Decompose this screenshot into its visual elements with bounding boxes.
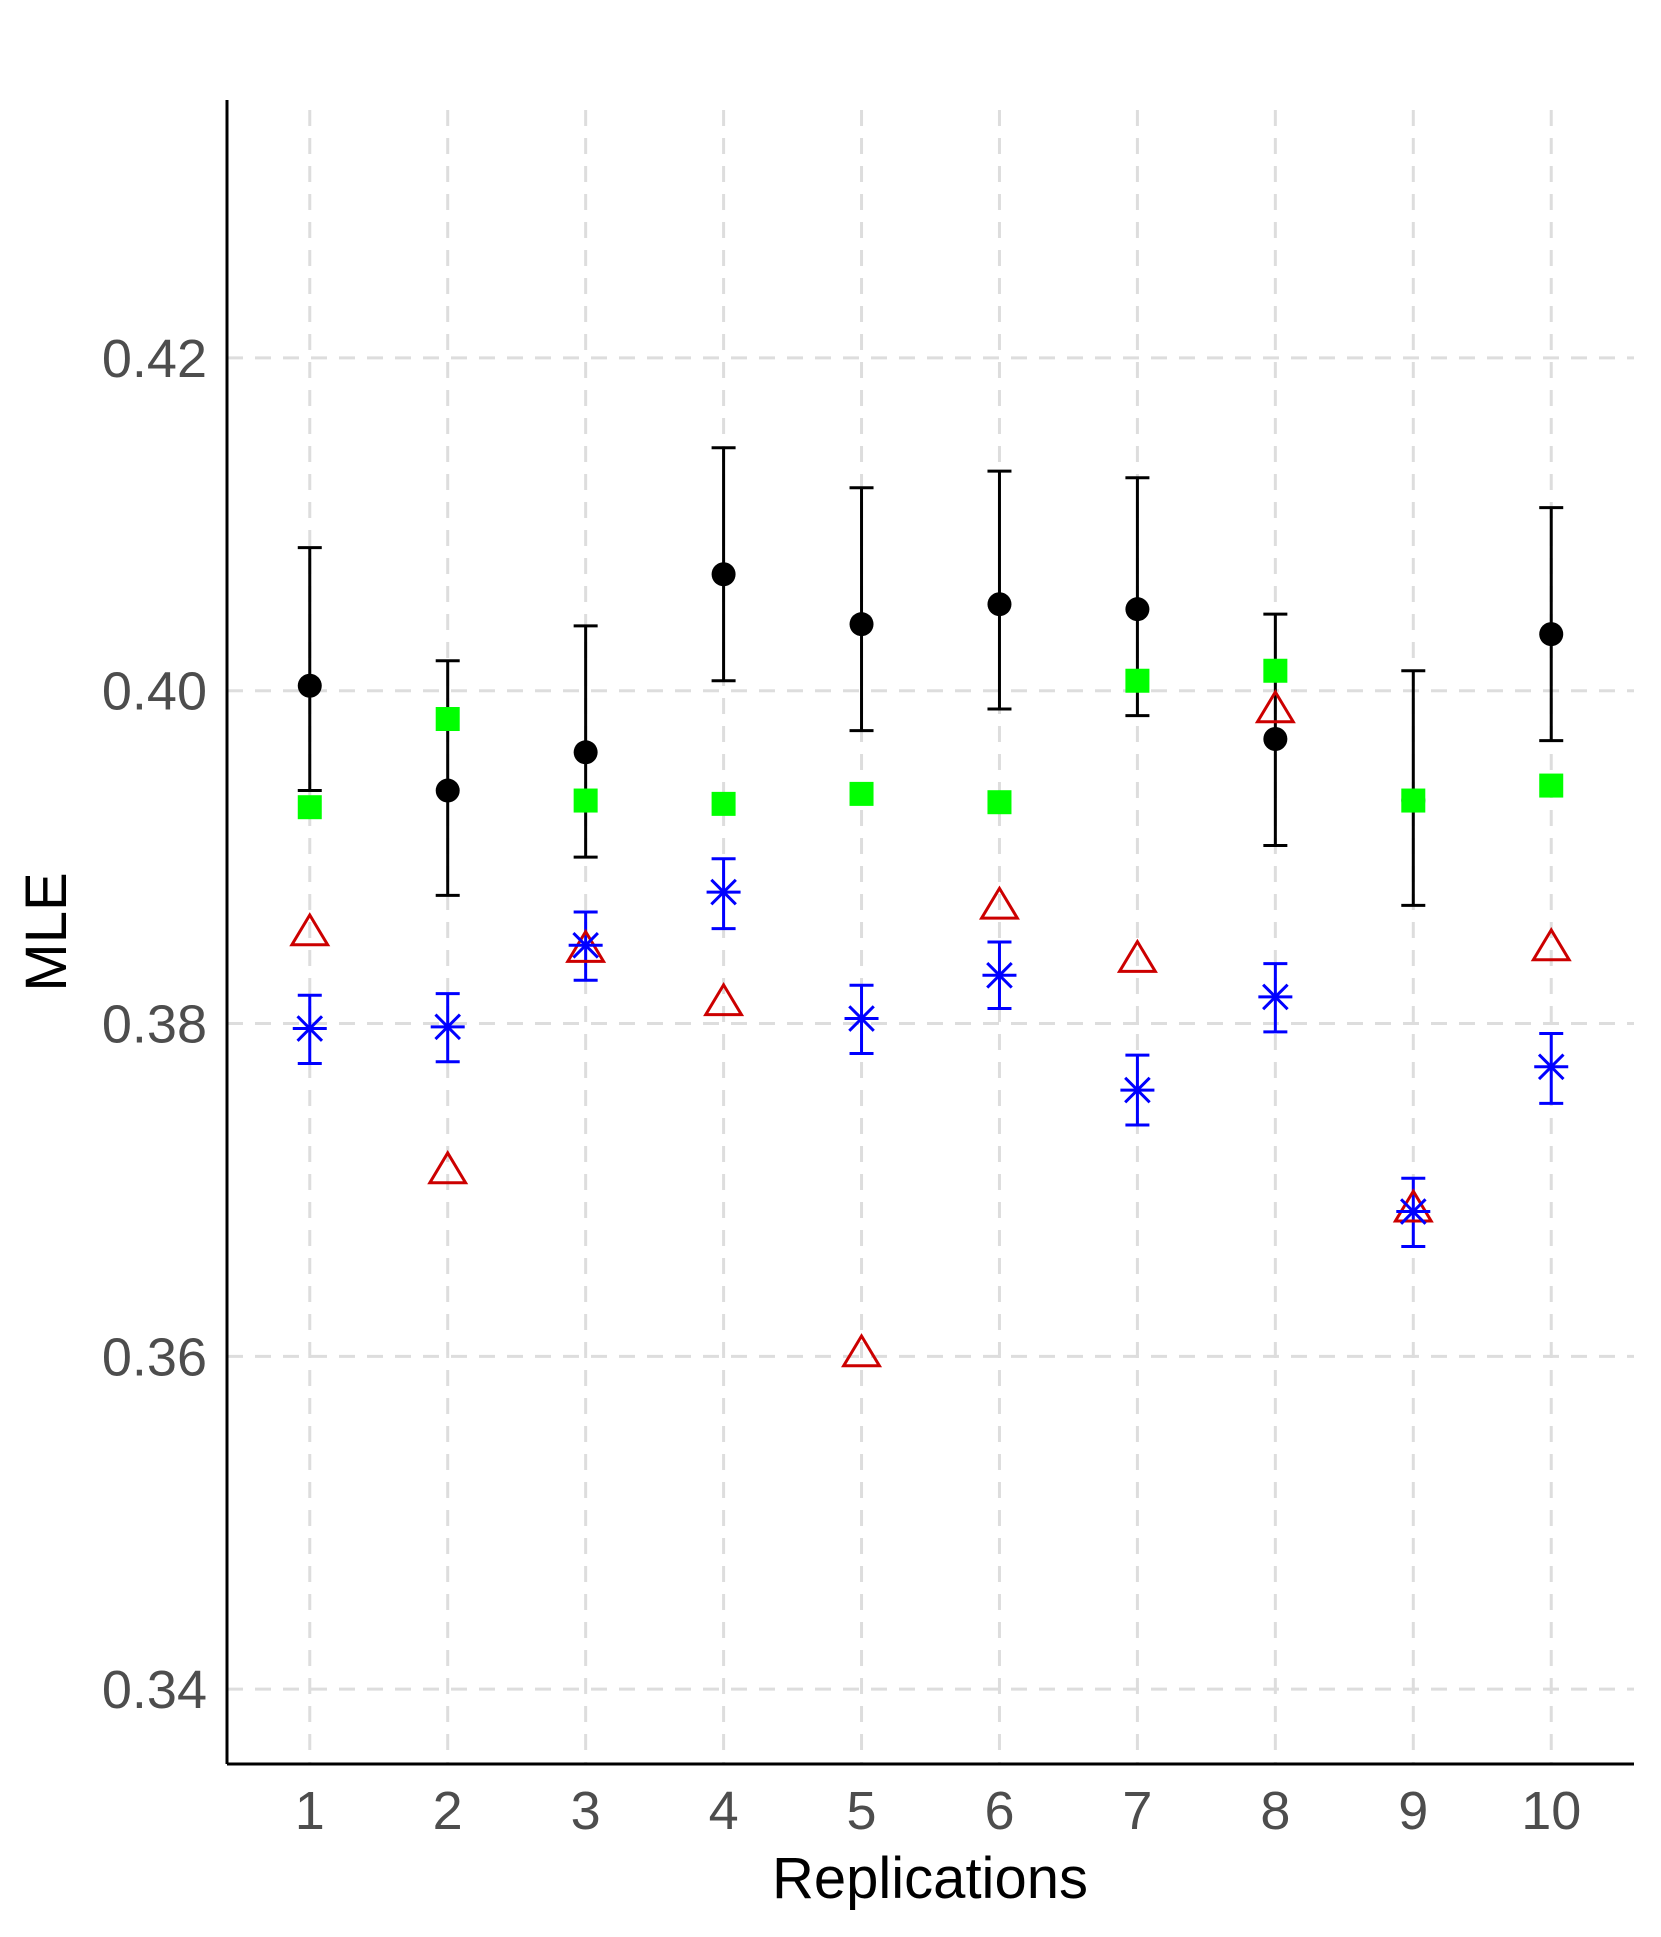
triangle-point xyxy=(1116,938,1158,973)
square-point xyxy=(1263,658,1288,683)
y-tick-label: 0.34 xyxy=(102,1660,207,1720)
x-tick-labels: 1 2 3 4 5 6 7 8 9 10 xyxy=(295,1781,1582,1841)
square-point xyxy=(987,790,1012,815)
circle-point xyxy=(849,612,874,637)
square-point xyxy=(435,707,460,732)
circle-point xyxy=(573,740,598,765)
square-point xyxy=(1125,668,1150,693)
circle-point xyxy=(297,673,322,698)
asterisk-point xyxy=(292,1015,327,1042)
x-tick-label: 2 xyxy=(433,1781,463,1841)
circle-point xyxy=(435,778,460,803)
x-tick-label: 3 xyxy=(571,1781,601,1841)
black-error-bar xyxy=(1401,669,1426,907)
axes xyxy=(225,100,1634,1766)
black-error-bar xyxy=(435,659,460,897)
asterisk-point xyxy=(844,1005,879,1032)
square-point xyxy=(1539,773,1564,798)
asterisk-point xyxy=(1258,983,1293,1011)
y-tick-label: 0.42 xyxy=(102,329,207,389)
x-tick-label: 5 xyxy=(847,1781,877,1841)
circle-point xyxy=(711,562,736,587)
black-error-bar xyxy=(297,546,322,793)
asterisk-point xyxy=(982,961,1017,989)
triangle-point xyxy=(289,912,331,947)
x-tick-label: 6 xyxy=(984,1781,1014,1841)
triangle-point xyxy=(978,885,1020,920)
asterisk-point xyxy=(1120,1076,1155,1104)
y-tick-label: 0.38 xyxy=(102,995,207,1055)
black-error-bar xyxy=(849,486,874,733)
black-error-bar xyxy=(987,469,1012,711)
triangle-point xyxy=(703,981,745,1017)
x-tick-label: 7 xyxy=(1122,1781,1152,1841)
triangle-point xyxy=(1530,927,1572,962)
x-tick-label: 9 xyxy=(1398,1781,1428,1841)
square-point xyxy=(573,788,598,813)
y-tick-labels: 0.34 0.36 0.38 0.40 0.42 xyxy=(102,329,207,1720)
asterisk-point xyxy=(430,1013,465,1041)
x-tick-label: 4 xyxy=(709,1781,739,1841)
data-points xyxy=(289,562,1572,1368)
x-tick-label: 1 xyxy=(295,1781,325,1841)
asterisk-point xyxy=(1534,1053,1569,1081)
square-point xyxy=(849,781,874,806)
circle-point xyxy=(987,592,1012,617)
circle-point xyxy=(1263,726,1288,751)
triangle-point xyxy=(1392,1188,1434,1223)
x-tick-label: 8 xyxy=(1260,1781,1290,1841)
circle-point xyxy=(1125,597,1150,622)
x-axis-title: Replications xyxy=(772,1846,1088,1911)
square-point xyxy=(1401,788,1426,813)
grid-lines xyxy=(227,110,1634,1764)
y-tick-label: 0.36 xyxy=(102,1327,207,1387)
y-tick-label: 0.40 xyxy=(102,662,207,722)
triangle-point xyxy=(841,1333,883,1368)
asterisk-point xyxy=(1396,1198,1431,1225)
square-point xyxy=(711,791,736,816)
asterisk-point xyxy=(568,932,603,959)
triangle-point xyxy=(427,1150,469,1185)
circle-point xyxy=(1539,622,1564,647)
error-bars xyxy=(297,446,1564,1248)
triangle-point xyxy=(1254,689,1296,724)
x-tick-label: 10 xyxy=(1521,1781,1581,1841)
square-point xyxy=(297,795,322,820)
asterisk-point xyxy=(706,878,741,906)
y-axis-title: MLE xyxy=(14,872,79,991)
